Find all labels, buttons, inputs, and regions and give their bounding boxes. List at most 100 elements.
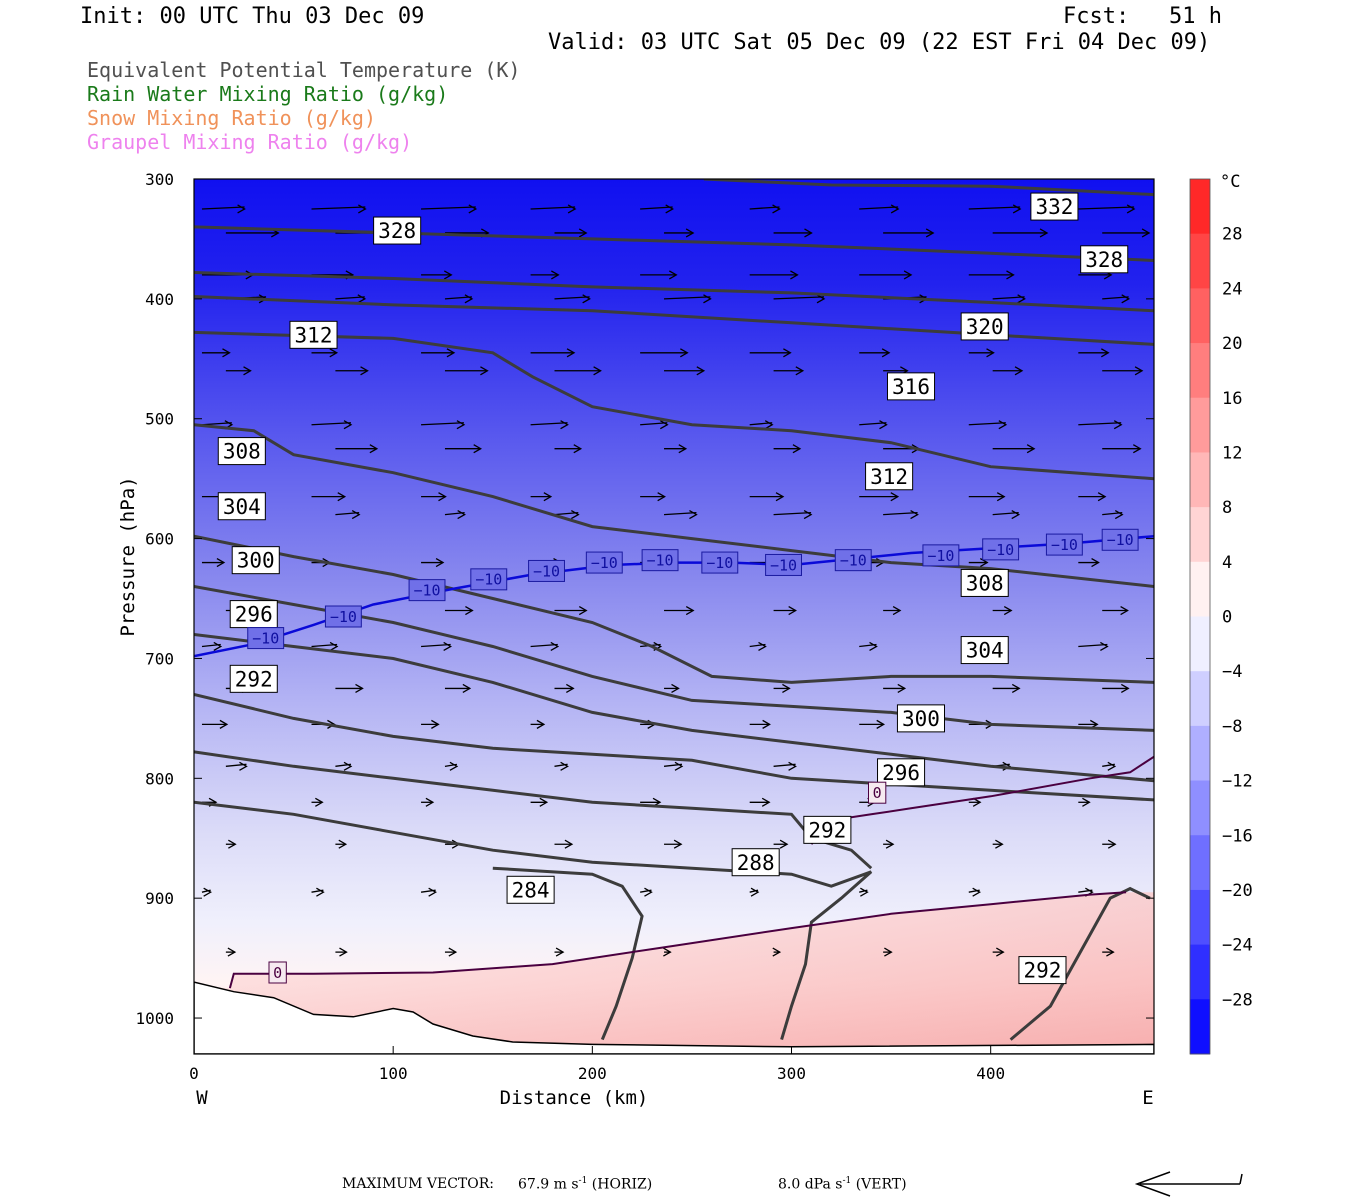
plot-frame	[193, 178, 1155, 1055]
theta-e-contour-308	[194, 534, 1154, 684]
wind-vector	[640, 492, 666, 502]
max-vector-horiz: 67.9 m s-1 (HORIZ)	[518, 1176, 653, 1193]
wind-vector	[530, 492, 553, 502]
theta-e-label-292: 292	[1018, 956, 1067, 985]
colorbar-segment	[1190, 780, 1210, 836]
theta-e-label-308: 308	[960, 568, 1009, 597]
svg-text:292: 292	[235, 667, 273, 691]
wind-vector	[201, 348, 231, 358]
colorbar-tick-label: −12	[1222, 772, 1253, 792]
isotherm-minus10-label: −10	[247, 627, 285, 650]
colorbar-segment	[1190, 343, 1210, 399]
wind-vector	[968, 420, 1008, 430]
wind-vector	[1102, 366, 1144, 376]
svg-text:−10: −10	[475, 571, 502, 589]
svg-text:312: 312	[295, 323, 333, 347]
wind-vector	[749, 420, 774, 430]
wind-vector	[335, 839, 348, 849]
wind-vector	[530, 719, 546, 729]
colorbar: 28 24 20 16 12 8 4 0 −4 −8 −12 −16 −20 −24 −28 °C	[1189, 172, 1253, 1055]
y-tick-label: 1000	[135, 1009, 174, 1028]
colorbar-tick-label: 20	[1222, 334, 1242, 354]
wind-vector	[311, 641, 339, 652]
legend-theta-e: Equivalent Potential Temperature (K)	[87, 58, 521, 82]
wind-vector	[530, 348, 576, 358]
wind-vector	[530, 270, 560, 280]
wind-vector	[664, 228, 695, 238]
wind-vector	[773, 444, 802, 454]
colorbar-segment	[1190, 561, 1210, 617]
wind-vector	[883, 683, 907, 693]
theta-e-contour-292	[1009, 886, 1151, 1041]
svg-text:300: 300	[902, 707, 940, 731]
wind-vector	[749, 719, 771, 729]
theta-e-label-308: 308	[217, 437, 266, 466]
colorbar-tick-label: 0	[1222, 608, 1232, 628]
svg-text:284: 284	[512, 878, 550, 902]
wind-vector	[992, 510, 1021, 520]
x-tick-label: 400	[976, 1064, 1005, 1083]
wind-vector	[421, 557, 445, 568]
wind-vector	[554, 510, 580, 520]
theta-e-label-304: 304	[960, 636, 1009, 665]
colorbar-tick-label: −16	[1222, 826, 1253, 846]
isotherm-minus10-label: −10	[982, 538, 1020, 561]
wind-vector	[335, 510, 361, 520]
max-vector-vert: 8.0 dPa s-1 (VERT)	[778, 1176, 907, 1193]
isotherm-minus10-label: −10	[1101, 528, 1139, 551]
wind-vector	[1102, 444, 1142, 454]
isotherm-minus10-label: −10	[922, 544, 960, 567]
theta-e-label-296: 296	[877, 758, 926, 787]
colorbar-tick-label: −4	[1222, 662, 1242, 682]
legend-rain: Rain Water Mixing Ratio (g/kg)	[87, 82, 449, 106]
theta-e-label-312: 312	[289, 320, 338, 349]
theta-e-label-312: 312	[865, 462, 914, 491]
wind-vector	[773, 366, 805, 376]
y-tick-label: 500	[145, 410, 174, 429]
wind-vector	[968, 887, 981, 897]
theta-e-contour-328	[194, 225, 1154, 262]
wind-vector	[664, 683, 680, 693]
wind-vector	[421, 797, 435, 807]
svg-text:300: 300	[237, 549, 275, 573]
wind-vector	[421, 641, 452, 652]
colorbar-unit: °C	[1220, 172, 1240, 192]
theta-e-label-292: 292	[803, 815, 852, 844]
wind-vector	[859, 719, 886, 729]
legend-graupel: Graupel Mixing Ratio (g/kg)	[87, 130, 413, 154]
wind-vector	[444, 510, 466, 520]
colorbar-tick-label: −24	[1222, 936, 1253, 956]
wind-vector	[421, 270, 453, 280]
wind-vector	[883, 510, 919, 520]
wind-vector	[554, 839, 574, 849]
wind-vector	[749, 348, 792, 358]
svg-text:328: 328	[1085, 248, 1123, 272]
isotherm-zero-label: 0	[868, 781, 887, 804]
wind-vector	[773, 294, 826, 304]
x-axis-title: Distance (km)	[500, 1087, 649, 1109]
x-tick-label: 200	[578, 1064, 607, 1083]
wind-vector	[1078, 557, 1100, 568]
wind-vector	[992, 839, 1004, 849]
wind-vector	[664, 444, 688, 454]
wind-vector	[640, 204, 674, 214]
svg-text:0: 0	[873, 784, 882, 802]
wind-vector	[201, 204, 246, 214]
wind-vector	[883, 839, 895, 849]
wind-vector	[992, 228, 1049, 238]
wind-vector	[335, 366, 369, 376]
x-end-label-east: E	[1142, 1087, 1153, 1109]
wind-vector	[663, 761, 684, 771]
x-tick-label: 0	[189, 1064, 199, 1083]
wind-vector	[749, 641, 767, 652]
wind-vector	[859, 420, 888, 430]
isotherm-minus10-label: −10	[641, 549, 679, 572]
theta-e-label-328: 328	[373, 216, 422, 245]
colorbar-tick-label: 8	[1222, 498, 1232, 518]
contour-labels: 332 328 328 320 316 312 312 308 308 304 304 300 300 2…	[217, 192, 1139, 985]
theta-e-contour-292	[194, 750, 873, 870]
svg-text:−10: −10	[252, 629, 279, 647]
colorbar-segment	[1190, 671, 1210, 727]
y-tick-label: 700	[145, 649, 174, 668]
wind-vector	[664, 294, 712, 304]
